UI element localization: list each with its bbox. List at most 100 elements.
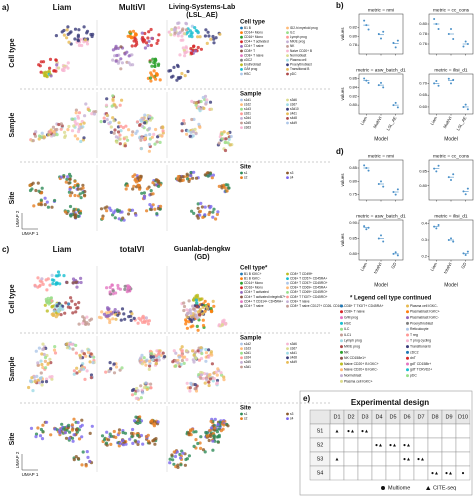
umap-dot [178,53,182,57]
table-cell [399,465,415,481]
umap-dot [80,463,84,467]
plot-title: metric = nmi [368,153,394,159]
umap-dot [97,315,102,319]
legend-swatch [340,379,343,383]
point [367,169,370,172]
umap-dot [227,186,231,190]
umap-dot [140,191,144,195]
umap-dot [147,30,151,34]
table-cell [343,451,359,467]
umap-dot [203,173,207,177]
umap-dot [119,318,123,322]
umap-dot [209,309,214,313]
umap-dot [56,270,61,274]
umap-dot [131,29,136,33]
point [437,164,440,167]
umap-dot [183,54,187,58]
umap-dot [217,323,221,327]
umap-dot [37,134,42,138]
umap-dot [142,386,146,390]
umap-dot [41,282,45,286]
umap-dot [190,99,194,103]
point [435,80,438,83]
umap-dot [39,198,43,202]
table-cell [343,465,359,481]
legend-swatch [286,45,289,48]
point [396,188,399,191]
y-tick-label: 0.80 [419,21,428,26]
umap-dot [199,435,203,439]
umap-dot [172,65,176,69]
umap-dot [168,461,172,465]
umap-dot [66,61,70,65]
umap-dot [29,426,34,430]
umap-dot [34,435,38,439]
umap-dot [127,315,131,319]
legend-item: s2d4 [244,116,251,120]
point [365,228,368,231]
umap-dot [52,133,56,137]
umap-dot [135,129,139,133]
umap-dot [172,349,176,353]
umap-dot [226,141,230,145]
umap-dot [138,420,142,425]
umap-dot [212,304,216,308]
legend-swatch [240,176,243,180]
legend-swatch [286,295,289,299]
umap-dot [151,439,155,443]
umap-dot [168,457,172,461]
cell-symbol: ●▲ [375,442,383,448]
legend-swatch [286,277,289,280]
umap-dot [105,97,109,101]
umap-dot [68,177,72,181]
umap-dot [133,173,137,177]
umap-dot [66,32,70,37]
umap-dot [197,373,201,377]
umap-dot [156,63,160,68]
umap-dot [79,125,83,129]
umap-dot [44,366,48,370]
umap-dot [159,204,163,208]
legend-swatch [240,291,243,294]
umap-dot [195,301,199,305]
point [394,193,397,196]
legend-swatch [240,286,243,290]
umap-dot [34,432,39,436]
umap-dot [79,368,83,372]
umap-dot [194,356,198,360]
umap-dot [148,359,152,363]
column-title: Liam [53,245,72,254]
umap-dot [38,279,42,283]
umap-dot [70,342,74,346]
umap-dot [211,215,215,219]
umap-dot [180,358,184,363]
umap-dot [193,127,197,131]
legend-swatch [240,304,243,308]
legend-item: s4d9 [290,360,297,364]
umap-dot [132,39,136,43]
point [363,19,366,22]
umap-dot [82,121,86,125]
umap-dot [76,114,80,118]
umap-dot [52,130,56,134]
umap-dot [120,307,125,311]
legend-swatch [340,333,343,337]
umap-dot [116,46,120,51]
legend-item: HSC [244,72,251,76]
umap-dot [195,316,199,320]
umap-dot [89,32,93,37]
umap-dot [149,382,153,386]
umap-dot [153,64,157,68]
umap-dot [65,342,69,346]
umap-dot [70,436,75,440]
umap-dot [60,422,64,426]
table-cell [413,465,429,481]
umap-dot [125,135,129,139]
umap-dot [38,434,43,438]
umap-dot [190,209,194,213]
umap-dot [72,417,76,421]
umap-dot [118,441,122,446]
umap-dot [80,43,84,48]
umap-dot [208,373,212,377]
umap-dot [190,35,194,39]
